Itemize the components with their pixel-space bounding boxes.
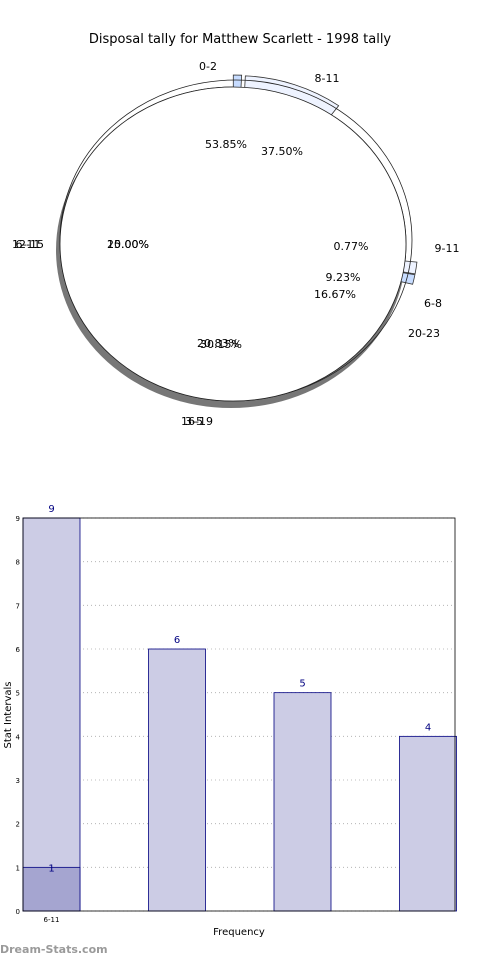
pie-pct-label-7: 25.00% — [107, 238, 149, 251]
pie-pct-label-6: 20.83% — [197, 337, 239, 350]
chart-title: Disposal tally for Matthew Scarlett - 19… — [88, 32, 392, 47]
pie-pct-label-4: 16.67% — [314, 288, 356, 301]
pie-slices — [59, 74, 418, 402]
pie-label-5: 16-19 — [181, 415, 213, 428]
pie-label-1: 8-11 — [315, 72, 340, 85]
bar-chart: 9 1 6 5 4 0 1 2 3 4 5 6 7 8 9 6-11 Frequency Stat Inte… — [3, 504, 457, 938]
pie-pct-label-8: 10.00% — [107, 238, 149, 251]
bar-axes: 0 1 2 3 4 5 6 7 8 9 6-11 — [16, 515, 456, 924]
pie-label-8: 6-11 — [16, 238, 41, 251]
bar-inner-0 — [22, 866, 81, 912]
y-tick-label: 5 — [16, 690, 20, 698]
pie-pct-label-0: 53.85% — [205, 138, 247, 151]
bar-inner-label-0: 1 — [48, 863, 54, 874]
pie-pct-label-2: 0.77% — [334, 240, 369, 253]
y-tick-label: 9 — [16, 515, 20, 523]
bar-value-label-2: 5 — [299, 679, 305, 690]
y-tick-label: 7 — [16, 602, 20, 610]
pie-label-7: 12-15 — [12, 238, 44, 251]
pie-pct-label-1: 37.50% — [261, 145, 303, 158]
bar-grid — [23, 517, 455, 912]
y-tick-label: 1 — [16, 864, 20, 872]
bar-value-label-3: 4 — [425, 722, 431, 733]
y-tick-label: 6 — [16, 646, 21, 654]
y-tick-label: 0 — [16, 908, 20, 916]
bar-bars: 9 1 6 5 4 — [22, 504, 457, 912]
pie-face — [59, 86, 407, 402]
bar-0 — [22, 517, 81, 912]
pie-labels: 0-2 53.85% 8-11 37.50% 9-11 0.77% 6-8 9.23% 20-2… — [12, 60, 459, 428]
bar-value-label-1: 6 — [174, 635, 180, 646]
x-axis-label: Frequency — [213, 927, 265, 938]
pie-label-6: 3-5 — [185, 415, 203, 428]
pie-chart: 0-2 53.85% 8-11 37.50% 9-11 0.77% 6-8 9.23% 20-2… — [12, 60, 459, 428]
y-tick-label: 8 — [16, 559, 20, 567]
bar-1 — [148, 648, 206, 912]
bar-2 — [273, 692, 332, 912]
pie-pct-label-3: 9.23% — [326, 271, 361, 284]
watermark: Dream-Stats.com — [0, 943, 108, 956]
y-tick-label: 3 — [16, 777, 20, 785]
bar-3 — [399, 735, 457, 912]
bar-value-label-0: 9 — [48, 504, 54, 515]
plot-frame — [22, 517, 456, 912]
pie-label-3: 6-8 — [424, 297, 442, 310]
y-axis-label: Stat Intervals — [3, 681, 14, 748]
pie-label-2: 9-11 — [435, 242, 460, 255]
pie-pct-label-5: 30.15% — [200, 338, 242, 351]
pie-label-0: 0-2 — [199, 60, 217, 73]
x-tick-label-0: 6-11 — [44, 916, 60, 924]
pie-label-4: 20-23 — [408, 327, 440, 340]
y-tick-label: 2 — [16, 821, 20, 829]
y-tick-label: 4 — [16, 733, 21, 741]
